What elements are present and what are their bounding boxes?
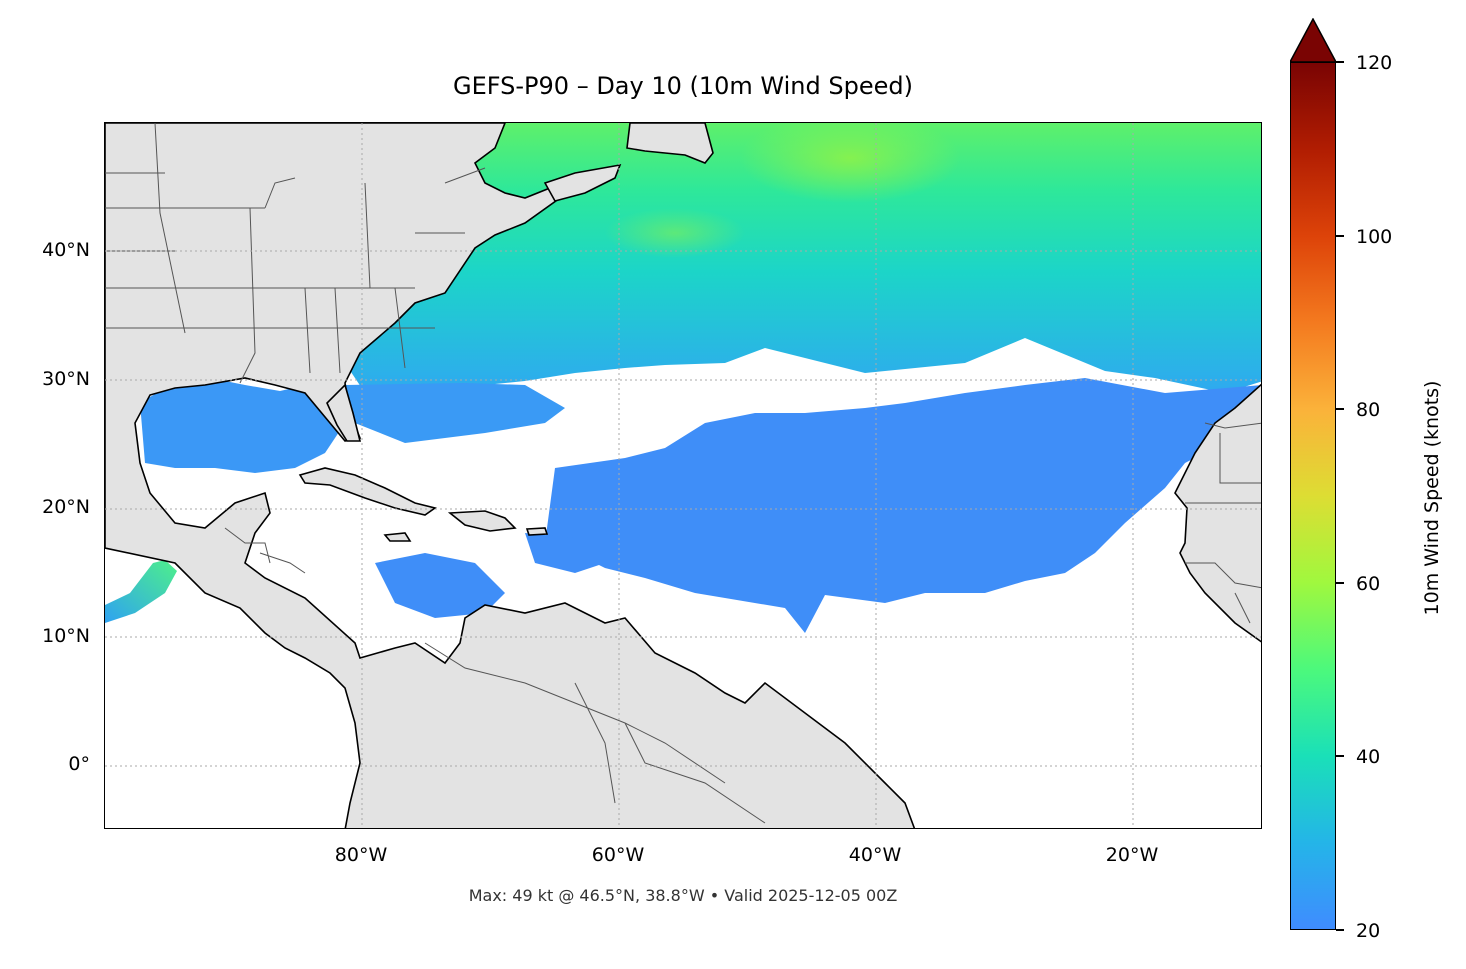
colorbar-tick — [1336, 929, 1344, 931]
y-tick-10n: 10°N — [42, 625, 90, 647]
colorbar-tick — [1336, 582, 1344, 584]
x-tick-80w: 80°W — [334, 844, 388, 866]
x-tick-40w: 40°W — [848, 844, 902, 866]
tehuantepec-jet — [105, 560, 177, 623]
colorbar-tick — [1336, 755, 1344, 757]
tropical-wind-band — [345, 378, 1261, 633]
land — [105, 123, 1261, 828]
max-wind-annotation: Max: 49 kt @ 46.5°N, 38.8°W • Valid 2025… — [468, 886, 898, 905]
colorbar-label-120: 120 — [1356, 52, 1393, 74]
colorbar-label-20: 20 — [1356, 920, 1381, 942]
colorbar-label-80: 80 — [1356, 399, 1381, 421]
colorbar-tick — [1336, 408, 1344, 410]
colorbar-title: 10m Wind Speed (knots) — [1421, 380, 1443, 616]
colorbar-extend-arrow-icon — [1290, 18, 1336, 63]
x-tick-60w: 60°W — [591, 844, 645, 866]
y-tick-40n: 40°N — [42, 239, 90, 261]
colorbar-label-40: 40 — [1356, 746, 1381, 768]
colorbar-tick — [1336, 61, 1344, 63]
map-plot-area — [104, 122, 1262, 829]
chart-title: GEFS-P90 – Day 10 (10m Wind Speed) — [453, 72, 913, 100]
colorbar-label-100: 100 — [1356, 226, 1393, 248]
colorbar-label-60: 60 — [1356, 573, 1381, 595]
gridlines — [105, 123, 1261, 828]
colorbar — [1290, 62, 1336, 930]
x-tick-20w: 20°W — [1105, 844, 1159, 866]
political-borders — [105, 123, 1261, 824]
gulf-of-mexico-winds — [140, 381, 345, 473]
colorbar-tick — [1336, 235, 1344, 237]
wind-speed-map — [105, 123, 1261, 828]
y-tick-0: 0° — [68, 753, 90, 775]
y-tick-20n: 20°N — [42, 496, 90, 518]
north-atlantic-wind-field — [345, 123, 1261, 393]
y-tick-30n: 30°N — [42, 368, 90, 390]
